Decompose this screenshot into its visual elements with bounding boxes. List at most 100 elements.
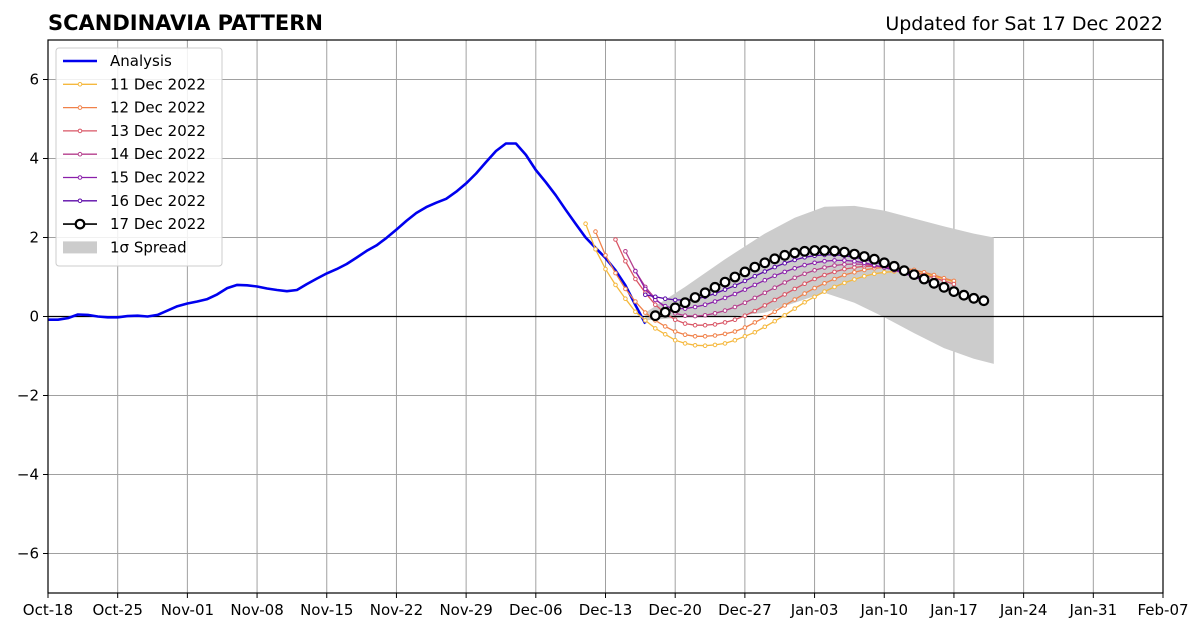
forecast-point [752,282,758,288]
forecast-point [908,269,920,281]
x-tick-label: Dec-27 [718,601,772,619]
forecast-point [792,297,798,302]
forecast-point [782,292,788,297]
chart-subtitle: Updated for Sat 17 Dec 2022 [885,13,1163,35]
legend-marker [77,105,83,110]
forecast-point [742,278,748,284]
forecast-point [643,318,648,323]
forecast-point [662,324,668,329]
forecast-point [643,310,648,315]
forecast-point [792,266,798,271]
forecast-point [852,277,857,282]
forecast-point [878,257,890,269]
forecast-point [799,245,810,257]
forecast-point [888,260,900,272]
forecast-point [782,280,788,285]
forecast-point [772,264,778,270]
forecast-point [692,322,698,328]
forecast-point [762,303,768,308]
forecast-point [792,257,798,263]
y-tick-label: −6 [17,545,39,563]
forecast-point [782,313,788,318]
forecast-point [732,329,738,334]
forecast-point [772,273,778,279]
forecast-point [583,221,588,226]
forecast-point [822,265,827,270]
forecast-point [593,229,598,234]
forecast-point [789,247,801,259]
forecast-point [938,281,950,293]
forecast-point [792,306,798,311]
forecast-point [603,266,608,272]
legend-marker [77,175,83,180]
legend-label: 12 Dec 2022 [110,99,206,117]
legend-marker [74,218,86,230]
forecast-point [858,251,870,262]
forecast-series [649,245,990,322]
forecast-point [772,297,778,303]
y-tick-label: 2 [29,229,39,247]
forecast-point [779,249,791,261]
forecast-point [613,270,618,276]
forecast-point [762,324,768,330]
forecast-point [653,302,658,308]
forecast-point [842,258,847,263]
forecast-point [722,331,728,337]
forecast-point [762,290,768,296]
forecast-point [682,341,688,346]
forecast-point [832,284,837,290]
spread-band [645,205,994,364]
forecast-point [603,253,608,258]
forecast-point [699,287,711,299]
forecast-point [868,253,880,265]
forecast-point [842,272,847,278]
forecast-point [752,273,758,279]
forecast-point [832,276,837,282]
forecast-point [802,262,807,268]
forecast-point [782,303,788,308]
forecast-point [852,270,857,275]
legend-marker [77,128,83,134]
forecast-point [732,283,738,289]
forecast-point [689,292,701,303]
forecast-point [802,300,807,305]
legend-label: 1σ Spread [110,238,187,256]
forecast-point [802,271,807,277]
legend: Analysis 11 Dec 2022 12 Dec 2022 13 Dec 202… [55,47,223,267]
forecast-point [722,295,728,301]
forecast-point [819,245,830,256]
x-tick-label: Feb-07 [1137,601,1188,619]
x-tick-label: Oct-18 [23,601,73,619]
x-tick-label: Dec-20 [648,601,702,619]
legend-marker [77,198,83,204]
forecast-point [722,320,728,325]
forecast-point [702,302,708,308]
x-tick-label: Oct-25 [92,601,142,619]
forecast-point [659,306,671,318]
forecast-point [649,310,661,322]
forecast-point [709,281,721,293]
forecast-point [682,321,688,326]
forecast-point [812,285,817,291]
forecast-point [662,296,668,302]
forecast-point [812,260,817,266]
chart-title: SCANDINAVIA PATTERN [48,11,323,35]
forecast-point [872,271,877,277]
forecast-point [918,273,930,285]
legend-entry: 15 Dec 2022 [63,169,206,187]
legend-label: 17 Dec 2022 [110,215,206,233]
legend-entry: 12 Dec 2022 [63,99,206,117]
x-tick-label: Nov-15 [300,601,353,619]
forecast-point [732,304,738,310]
forecast-point [623,249,628,254]
series-lines [48,142,990,349]
forecast-point [593,247,598,252]
forecast-point [623,296,628,302]
forecast-point [809,245,820,256]
forecast-point [702,334,708,339]
x-tick-label: Jan-03 [790,601,839,619]
y-tick-label: −4 [17,466,39,484]
y-tick-label: −2 [17,387,39,405]
forecast-point [849,248,860,260]
